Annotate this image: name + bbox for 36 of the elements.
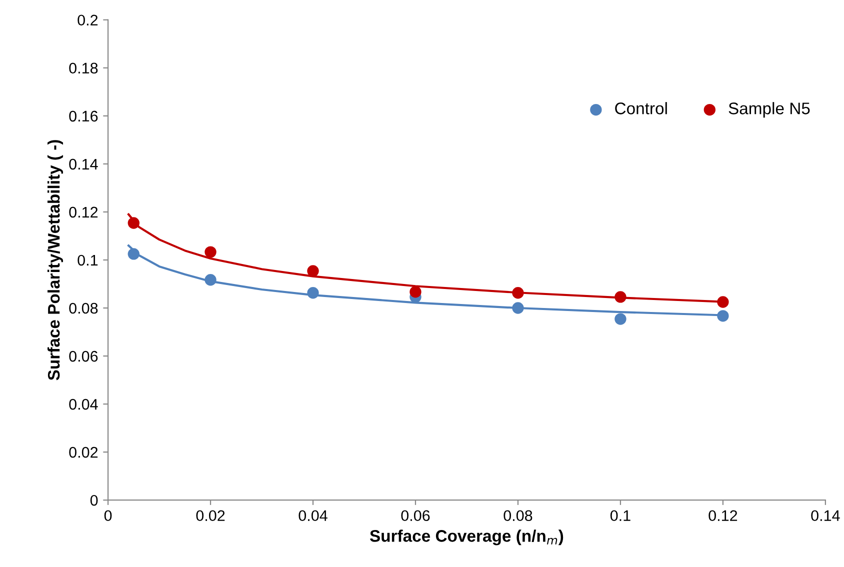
y-tick-label: 0.04	[69, 398, 98, 410]
y-axis-title: Surface Polarity/Wettability ( -)	[47, 140, 64, 380]
point	[614, 291, 626, 303]
point	[512, 302, 524, 314]
y-tick-label: 0.08	[69, 302, 98, 314]
x-tick-label: 0.14	[811, 510, 840, 522]
point	[717, 310, 729, 322]
point	[717, 296, 729, 308]
x-tick-label: 0.08	[504, 510, 532, 522]
y-tick-label: 0.06	[69, 350, 98, 362]
y-tick-label: 0.18	[69, 62, 98, 74]
x-axis-title: Surface Coverage (n/n$_{m}$)	[370, 530, 564, 546]
y-tick-label: 0.1	[78, 254, 98, 266]
x-tick-label: 0	[104, 510, 112, 522]
y-tick-label: 0.14	[69, 158, 98, 170]
point	[204, 246, 216, 258]
y-tick-label: 0.02	[69, 446, 98, 458]
x-tick-label: 0.06	[401, 510, 430, 522]
x-tick-label: 0.04	[298, 510, 328, 522]
y-tick-label: 0.2	[78, 14, 98, 26]
point	[204, 274, 216, 286]
point	[512, 287, 524, 299]
x-tick-label: 0.1	[610, 510, 630, 522]
y-tick-label: 0.12	[69, 206, 98, 218]
point	[128, 217, 140, 229]
y-tick-label: 0	[90, 494, 98, 506]
point	[614, 313, 626, 325]
legend-label: Control	[615, 102, 667, 114]
x-tick-label: 0.12	[708, 510, 738, 522]
legend-label: Sample N5	[728, 102, 810, 118]
point	[307, 265, 319, 277]
point	[410, 286, 422, 298]
y-tick-label: 0.16	[69, 110, 98, 122]
point	[128, 248, 140, 260]
x-tick-label: 0.02	[196, 510, 225, 522]
point	[307, 287, 319, 299]
